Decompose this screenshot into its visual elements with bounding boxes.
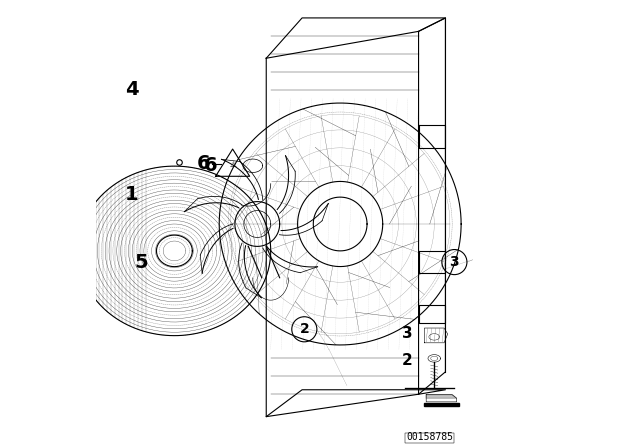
Text: 6: 6 [196,154,210,173]
Text: 5: 5 [134,253,148,271]
Text: 4: 4 [125,80,139,99]
Text: 3: 3 [449,255,460,269]
Text: 1: 1 [125,185,139,204]
Text: 2: 2 [402,353,413,368]
Polygon shape [424,403,459,406]
Text: ⚠: ⚠ [229,160,236,169]
Text: 2: 2 [300,322,309,336]
Text: 6: 6 [204,156,217,175]
Text: 00158785: 00158785 [406,432,453,442]
Polygon shape [426,395,457,398]
Text: 3: 3 [402,326,413,341]
